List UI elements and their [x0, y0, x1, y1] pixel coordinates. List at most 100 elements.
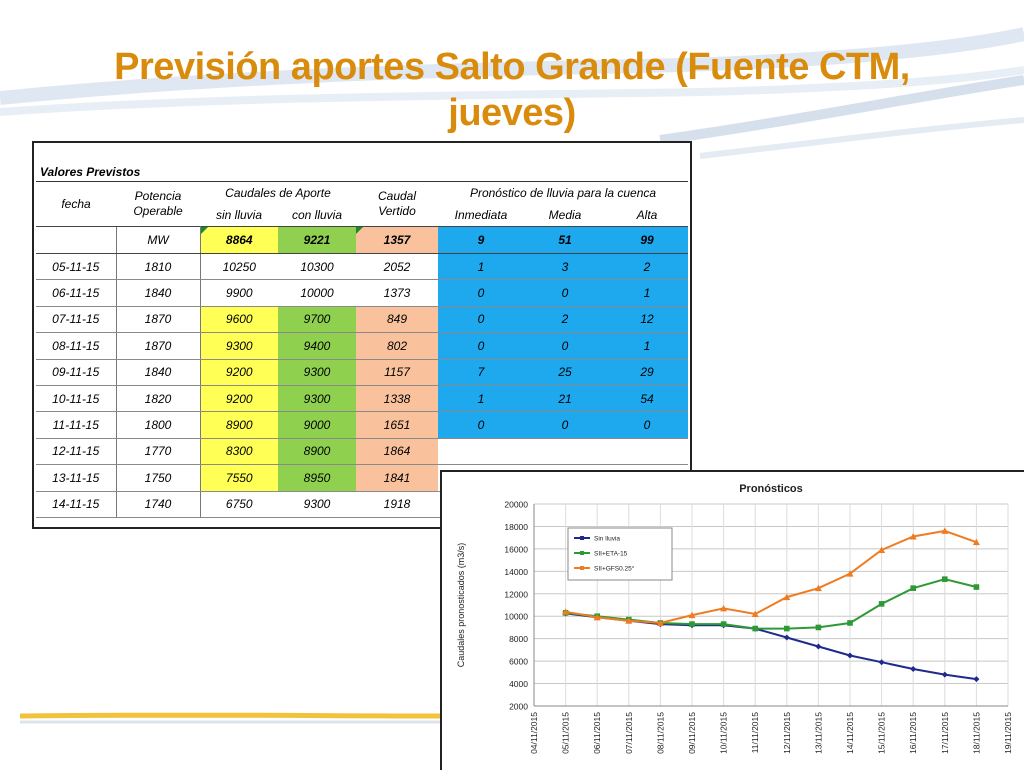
cell-potencia: 1750 — [115, 464, 201, 492]
cell-vertido: 1338 — [356, 385, 438, 413]
cell-sin: 8300 — [200, 438, 278, 466]
cell-fecha: 12-11-15 — [36, 438, 117, 466]
cell-inm: 1 — [438, 253, 524, 281]
cell-alta: 12 — [606, 306, 689, 334]
cell-vertido: 802 — [356, 332, 438, 360]
cell-con: 9700 — [278, 306, 356, 334]
cell-alta: 0 — [606, 411, 689, 439]
cell-med: 25 — [524, 359, 606, 386]
cell-sin: 9200 — [200, 359, 278, 386]
data-point — [783, 634, 790, 641]
header-caudales-group: Caudales de Aporte — [225, 186, 331, 200]
cell-alta: 1 — [606, 332, 689, 360]
cell-fecha: 06-11-15 — [36, 279, 117, 307]
x-tick-label: 07/11/2015 — [624, 712, 634, 754]
data-point — [878, 546, 886, 554]
cell-con: 9300 — [278, 359, 356, 386]
legend-marker — [580, 536, 584, 540]
data-point — [720, 621, 727, 627]
table-row: 12-11-15 1770 8300 8900 1864 — [36, 438, 689, 466]
data-point — [878, 601, 885, 607]
data-point — [688, 611, 696, 619]
data-point — [941, 671, 948, 678]
cell-con: 10300 — [278, 253, 356, 281]
data-point — [847, 652, 853, 659]
cell-vertido: 1651 — [356, 411, 438, 439]
header-inmediata: Inmediata — [454, 208, 508, 222]
cell-sin: 9900 — [200, 279, 278, 307]
y-tick-label: 16000 — [504, 544, 528, 554]
cell-con: 9400 — [278, 332, 356, 360]
data-point — [910, 665, 917, 672]
cell-fecha: 05-11-15 — [36, 253, 117, 281]
cell-potencia: 1840 — [115, 279, 201, 307]
y-tick-label: 4000 — [509, 679, 528, 689]
legend-marker — [580, 566, 584, 570]
x-tick-label: 05/11/2015 — [561, 712, 571, 754]
header-row-2: sin lluvia con lluvia Inmediata Media Al… — [36, 204, 688, 227]
cell-con: 9300 — [278, 385, 356, 413]
data-point — [593, 613, 601, 621]
cell-alta: 54 — [606, 385, 689, 413]
cell-med: 3 — [524, 253, 606, 281]
x-tick-label: 16/11/2015 — [908, 712, 918, 754]
cell-sin: 9200 — [200, 385, 278, 413]
summary-media: 51 — [524, 226, 606, 254]
x-tick-label: 15/11/2015 — [877, 712, 887, 754]
y-tick-label: 10000 — [504, 612, 528, 622]
cell-potencia: 1840 — [115, 359, 201, 386]
data-point — [846, 570, 854, 577]
cell-fecha: 09-11-15 — [36, 359, 117, 386]
summary-inmediata: 9 — [438, 226, 524, 254]
cell-con: 9000 — [278, 411, 356, 439]
data-point — [815, 624, 822, 631]
y-tick-label: 12000 — [504, 589, 528, 599]
data-point — [942, 576, 948, 582]
data-point — [910, 585, 916, 591]
x-tick-label: 19/11/2015 — [1003, 712, 1013, 754]
y-tick-label: 2000 — [509, 702, 528, 712]
cell-potencia: 1800 — [115, 411, 201, 439]
cell-inm: 0 — [438, 411, 524, 439]
chart-panel: Pronósticos 2000 4000 6000 8000 10000 12000 140… — [440, 470, 1024, 770]
data-point — [562, 608, 570, 615]
table-row: 10-11-15 1820 9200 9300 1338 1 21 54 — [36, 385, 689, 413]
cell-potencia: 1770 — [115, 438, 201, 466]
cell-sin: 6750 — [200, 491, 278, 518]
cell-inm: 1 — [438, 385, 524, 413]
summary-sin-lluvia: 8864 — [200, 226, 278, 254]
cell-potencia: 1820 — [115, 385, 201, 413]
header-potencia: Potencia Operable — [133, 189, 183, 218]
table-row: 05-11-15 1810 10250 10300 2052 1 3 2 — [36, 253, 689, 281]
legend-label: SII+ETA-15 — [594, 551, 628, 558]
cell-vertido: 2052 — [356, 253, 438, 281]
data-point — [814, 584, 822, 592]
summary-alta: 99 — [606, 226, 689, 254]
cell-med: 2 — [524, 306, 606, 334]
data-point — [973, 584, 980, 590]
table-body: 05-11-15 1810 10250 10300 2052 1 3 2 06-11-15 184… — [36, 253, 689, 518]
cell-fecha: 11-11-15 — [36, 411, 117, 439]
cell-inm: 0 — [438, 279, 524, 307]
cell-potencia: 1740 — [115, 491, 201, 518]
header-row-1: fecha Potencia Operable Caudales de Apor… — [36, 182, 688, 218]
cell-med — [524, 438, 606, 466]
y-tick-label: 18000 — [504, 522, 528, 532]
cell-med: 0 — [524, 279, 606, 307]
cell-sin: 8900 — [200, 411, 278, 439]
cell-med: 21 — [524, 385, 606, 413]
y-tick-label: 8000 — [509, 634, 528, 644]
cell-fecha: 10-11-15 — [36, 385, 117, 413]
data-point — [815, 643, 822, 650]
table-row: 09-11-15 1840 9200 9300 1157 7 25 29 — [36, 359, 689, 386]
summary-vertido: 1357 — [356, 226, 438, 254]
header-fecha: fecha — [61, 197, 91, 211]
x-tick-label: 17/11/2015 — [940, 712, 950, 754]
y-tick-label: 14000 — [504, 567, 528, 577]
table-title-row: Valores Previstos — [36, 145, 689, 182]
forecast-table-frame: Valores Previstos fecha Potencia Operabl… — [32, 141, 692, 529]
x-tick-label: 08/11/2015 — [655, 712, 665, 754]
header-pronostico-group: Pronóstico de lluvia para la cuenca — [469, 186, 657, 200]
cell-alta: 29 — [606, 359, 689, 386]
